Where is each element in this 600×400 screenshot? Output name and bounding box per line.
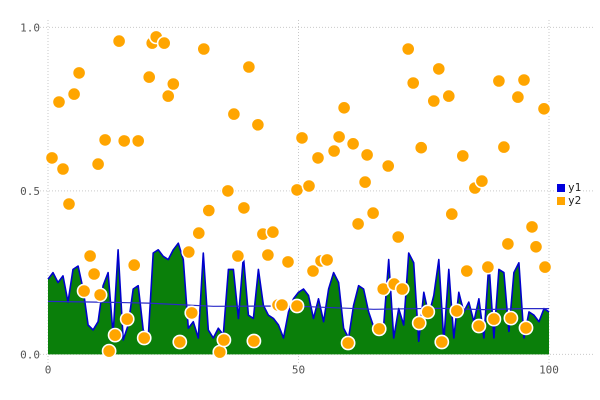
y-tick-label: 0.0	[20, 348, 40, 361]
y1-mean-line-series	[47, 300, 549, 311]
legend-item-y1: y1	[557, 182, 581, 194]
legend-item-y2: y2	[557, 195, 581, 207]
x-tick-label: 50	[292, 363, 305, 376]
x-tick-label: 100	[539, 363, 559, 376]
legend-label-y2: y2	[568, 194, 582, 207]
y-tick-label: 1.0	[20, 21, 40, 34]
legend-swatch-y2	[557, 197, 565, 205]
x-tick-label: 0	[45, 363, 52, 376]
y2-scatter-series	[44, 29, 553, 360]
legend-label-y1: y1	[568, 181, 582, 194]
chart-legend: y1 y2	[555, 181, 584, 208]
axis-tick-labels: 0.0 0.5 1.0 0 50 100	[20, 21, 559, 376]
legend-swatch-y1	[557, 184, 565, 192]
y-tick-label: 0.5	[20, 185, 40, 198]
